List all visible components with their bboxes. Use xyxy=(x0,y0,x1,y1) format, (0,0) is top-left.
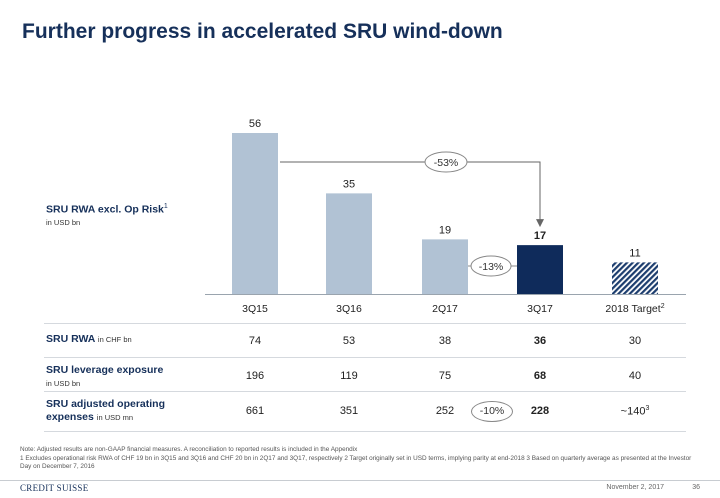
category-label: 2Q17 xyxy=(432,303,458,315)
table-row: SRU adjusted operating expenses in USD mn… xyxy=(46,398,686,432)
bar xyxy=(612,262,658,294)
row-label: SRU leverage exposure in USD bn xyxy=(46,364,163,390)
row-unit: in USD bn xyxy=(46,379,81,388)
page-title: Further progress in accelerated SRU wind… xyxy=(22,20,503,43)
table-cell: 30 xyxy=(628,335,642,347)
row-label-text: SRU leverage exposure xyxy=(46,364,164,376)
change-bubble xyxy=(470,255,512,277)
bar-value-label: 19 xyxy=(439,224,451,236)
bar-value-label: 17 xyxy=(534,230,546,242)
row-label-text: SRU RWA xyxy=(46,333,98,345)
change-bubble: -10% xyxy=(471,401,513,422)
footnote-ref: 3 xyxy=(645,405,650,412)
footer-date: November 2, 2017 xyxy=(606,484,664,491)
category-label: 3Q17 xyxy=(527,303,553,315)
series-unit: in USD bn xyxy=(46,217,81,227)
credit-suisse-logo: CREDIT SUISSE xyxy=(20,483,89,493)
footnote-line: 1 Excludes operational risk RWA of CHF 1… xyxy=(20,454,692,471)
category-label: 2018 Target2 xyxy=(605,303,664,315)
category-label: 3Q15 xyxy=(242,303,268,315)
table-divider xyxy=(44,391,686,392)
table-cell: 75 xyxy=(438,370,452,382)
series-label-footnote-ref: 1 xyxy=(163,203,168,210)
row-label: SRU adjusted operating expenses in USD mn xyxy=(46,398,165,424)
bar xyxy=(326,193,372,294)
row-label-text: expenses in USD mn xyxy=(46,411,134,423)
series-label-text: SRU RWA excl. Op Risk xyxy=(46,203,164,216)
bar-value-label: 35 xyxy=(343,178,355,190)
table-cell: 119 xyxy=(340,370,358,382)
row-unit: in USD mn xyxy=(96,413,134,422)
table-cell: ~1403 xyxy=(620,405,650,418)
row-label: SRU RWA in CHF bn xyxy=(46,333,132,346)
bar xyxy=(517,245,563,294)
table-cell: 252 xyxy=(435,405,455,417)
table-cell: 228 xyxy=(530,405,550,417)
table-divider xyxy=(44,323,686,324)
footnotes: Note: Adjusted results are non-GAAP fina… xyxy=(20,446,700,472)
change-bubble xyxy=(424,151,468,173)
table-cell: 36 xyxy=(533,335,547,347)
table-cell: 661 xyxy=(245,405,265,417)
category-label: 3Q16 xyxy=(336,303,362,315)
footnote-line: Note: Adjusted results are non-GAAP fina… xyxy=(20,446,358,453)
table-cell: 74 xyxy=(248,335,262,347)
table-cell: 351 xyxy=(339,405,359,417)
table-cell: 196 xyxy=(245,370,265,382)
table-cell: 38 xyxy=(438,335,452,347)
bar xyxy=(422,239,468,294)
row-label-text: SRU adjusted operating xyxy=(46,398,166,410)
change-label: -53% xyxy=(434,157,459,169)
table-cell: 68 xyxy=(533,370,547,382)
footer-divider xyxy=(0,480,720,481)
table-divider xyxy=(44,431,686,432)
table-divider xyxy=(44,357,686,358)
table-row: SRU leverage exposure in USD bn 196 119 75 68… xyxy=(46,364,686,398)
row-unit: in CHF bn xyxy=(97,335,132,344)
bar-chart: 56 3Q15 35 3Q16 19 2Q17 17 3Q17 11 2018 Target2 -… xyxy=(205,118,686,315)
table-cell: 53 xyxy=(342,335,356,347)
change-label: -13% xyxy=(479,261,504,273)
table-cell: 40 xyxy=(628,370,642,382)
page-number: 36 xyxy=(692,484,700,491)
bar xyxy=(232,133,278,294)
bar-value-label: 11 xyxy=(629,247,640,259)
change-arrow xyxy=(280,161,544,228)
bar-value-label: 56 xyxy=(249,118,261,130)
table-row: SRU RWA in CHF bn 74 53 38 36 30 xyxy=(46,333,686,367)
chart-series-label: SRU RWA excl. Op Risk1 in USD bn xyxy=(46,203,168,227)
